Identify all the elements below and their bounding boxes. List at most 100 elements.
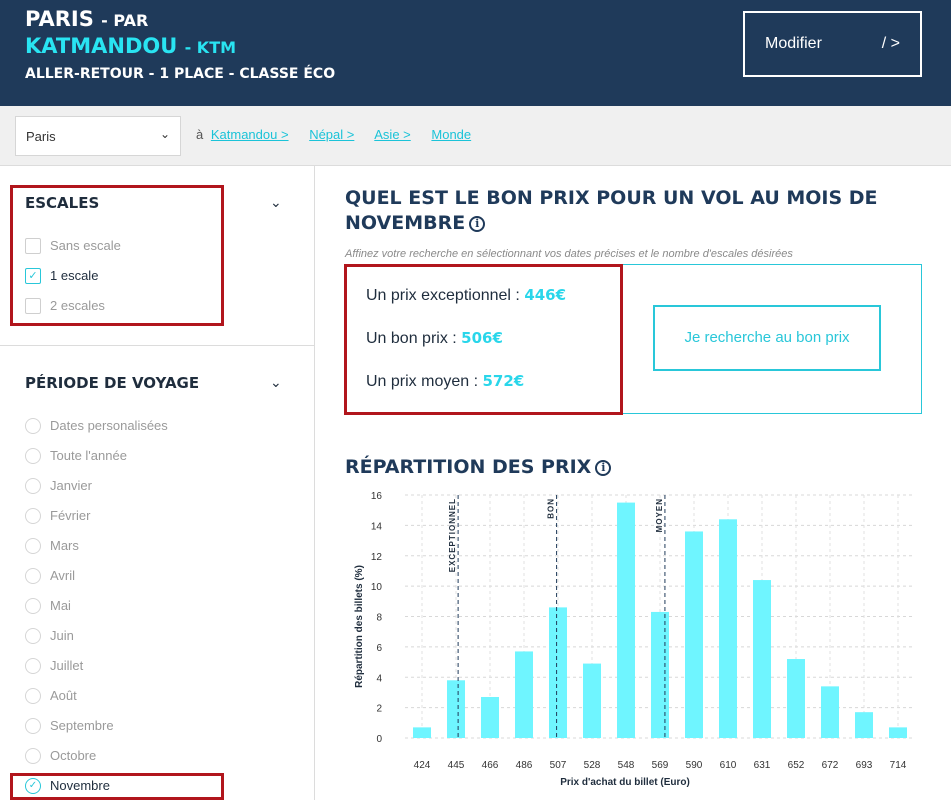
bar xyxy=(617,502,635,738)
bar xyxy=(889,727,907,738)
destination-city: KATMANDOU xyxy=(25,34,178,58)
period-option-label: Mars xyxy=(50,538,79,553)
y-tick-label: 10 xyxy=(371,582,383,593)
price-distribution-chart: 0 2 4 6 8 10 12 14 16 424 445 466 486 507 528 548 569 590… xyxy=(354,491,915,788)
search-summary-header: PARIS - PAR KATMANDOU - KTM ALLER-RETOUR… xyxy=(0,0,951,106)
price-average: Un prix moyen : 572€ xyxy=(366,372,524,391)
bar xyxy=(651,611,669,738)
bar xyxy=(855,712,873,738)
chevron-down-icon: ⌄ xyxy=(159,127,170,141)
period-option-label: Juin xyxy=(50,628,74,643)
period-option-label: Août xyxy=(50,688,77,703)
destination-code: - KTM xyxy=(184,38,237,57)
modify-search-button[interactable]: Modifier / > xyxy=(743,11,922,77)
x-tick-label: 610 xyxy=(720,760,737,771)
stops-option-label: 2 escales xyxy=(50,298,105,313)
radio-button[interactable] xyxy=(25,418,41,434)
x-axis-label: Prix d'achat du billet (Euro) xyxy=(560,777,690,788)
info-icon[interactable]: i xyxy=(469,216,486,232)
bar xyxy=(515,651,533,738)
bar xyxy=(583,663,601,738)
x-tick-label: 528 xyxy=(584,760,601,771)
price-value: 572€ xyxy=(482,372,525,390)
x-tick-label: 507 xyxy=(550,760,567,771)
price-label: Un bon prix : xyxy=(366,330,457,347)
chart-title-text: RÉPARTITION DES PRIX xyxy=(345,456,592,478)
x-tick-label: 445 xyxy=(448,760,465,771)
chart-title: RÉPARTITION DES PRIX i xyxy=(345,456,612,478)
period-option-label: Novembre xyxy=(50,778,110,793)
x-tick-label: 548 xyxy=(618,760,635,771)
page-title-text: QUEL EST LE BON PRIX POUR UN VOL AU MOIS… xyxy=(345,187,878,234)
x-tick-label: 652 xyxy=(788,760,805,771)
period-option-label: Juillet xyxy=(50,658,84,673)
departure-city-select[interactable]: Paris ⌄ xyxy=(15,116,181,156)
x-tick-label: 693 xyxy=(856,760,873,771)
stops-section-title: ESCALES xyxy=(25,194,100,212)
price-value: 446€ xyxy=(524,286,567,304)
radio-button[interactable] xyxy=(25,538,41,554)
breadcrumb-monde[interactable]: Monde xyxy=(431,127,472,142)
radio-button[interactable] xyxy=(25,658,41,674)
trip-details: ALLER-RETOUR - 1 PLACE - CLASSE ÉCO xyxy=(25,66,336,82)
origin-via: - PAR xyxy=(101,11,149,30)
period-option-label: Dates personalisées xyxy=(50,418,168,433)
y-tick-label: 6 xyxy=(376,643,382,654)
x-tick-label: 569 xyxy=(652,760,669,771)
y-tick-label: 4 xyxy=(376,673,382,684)
period-option-label: Octobre xyxy=(50,748,97,763)
price-value: 506€ xyxy=(461,329,503,347)
breadcrumb-katmandou[interactable]: Katmandou > xyxy=(210,127,289,142)
bar xyxy=(481,696,499,738)
section-divider xyxy=(0,345,314,346)
period-option-label: Mai xyxy=(50,598,71,613)
checkbox[interactable] xyxy=(25,298,41,314)
filter-sidebar: ESCALES ⌄ Sans escale ✓ 1 escale 2 escal… xyxy=(0,166,315,800)
y-tick-label: 2 xyxy=(376,704,382,715)
radio-button[interactable] xyxy=(25,478,41,494)
radio-button[interactable] xyxy=(25,508,41,524)
x-tick-label: 714 xyxy=(890,760,907,771)
radio-button[interactable] xyxy=(25,748,41,764)
radio-button[interactable] xyxy=(25,568,41,584)
bar xyxy=(685,531,703,738)
radio-button[interactable] xyxy=(25,718,41,734)
checkbox[interactable] xyxy=(25,238,41,254)
x-tick-label: 672 xyxy=(822,760,839,771)
chevron-down-icon[interactable]: ⌄ xyxy=(270,374,282,390)
price-marker-label: EXCEPTIONNEL xyxy=(448,498,457,572)
period-option-label: Avril xyxy=(50,568,76,583)
checkmark-icon[interactable]: ✓ xyxy=(25,268,41,284)
x-tick-label: 466 xyxy=(482,760,499,771)
price-label: Un prix exceptionnel : xyxy=(366,287,520,304)
radio-button[interactable] xyxy=(25,598,41,614)
price-marker-label: MOYEN xyxy=(655,498,664,532)
route-destination: KATMANDOU - KTM xyxy=(25,34,236,58)
price-marker-label: BON xyxy=(547,498,556,519)
x-tick-label: 486 xyxy=(516,760,533,771)
info-icon[interactable]: i xyxy=(595,460,612,476)
modify-label: Modifier xyxy=(765,35,822,52)
bar xyxy=(787,659,805,738)
chevron-right-icon: / > xyxy=(881,35,900,52)
search-good-price-button[interactable]: Je recherche au bon prix xyxy=(653,305,881,371)
period-option-label: Toute l'année xyxy=(50,448,127,463)
chevron-down-icon[interactable]: ⌄ xyxy=(270,194,282,210)
breadcrumb-nepal[interactable]: Népal > xyxy=(309,127,355,142)
period-option-label: Septembre xyxy=(50,718,114,733)
location-filter-bar: Paris ⌄ à Katmandou > Népal > Asie > Mon… xyxy=(0,106,951,166)
price-exceptional: Un prix exceptionnel : 446€ xyxy=(366,286,566,305)
breadcrumb: à Katmandou > Népal > Asie > Monde xyxy=(196,127,488,142)
radio-button[interactable] xyxy=(25,688,41,704)
radio-button[interactable] xyxy=(25,628,41,644)
period-section-title: PÉRIODE DE VOYAGE xyxy=(25,374,200,392)
departure-city-value: Paris xyxy=(26,129,56,144)
bar xyxy=(413,727,431,738)
radio-button[interactable] xyxy=(25,448,41,464)
breadcrumb-asie[interactable]: Asie > xyxy=(374,127,411,142)
x-tick-label: 424 xyxy=(414,760,431,771)
period-option-label: Février xyxy=(50,508,91,523)
y-tick-label: 8 xyxy=(376,613,382,624)
checkmark-icon[interactable]: ✓ xyxy=(25,778,41,794)
bar xyxy=(821,686,839,738)
